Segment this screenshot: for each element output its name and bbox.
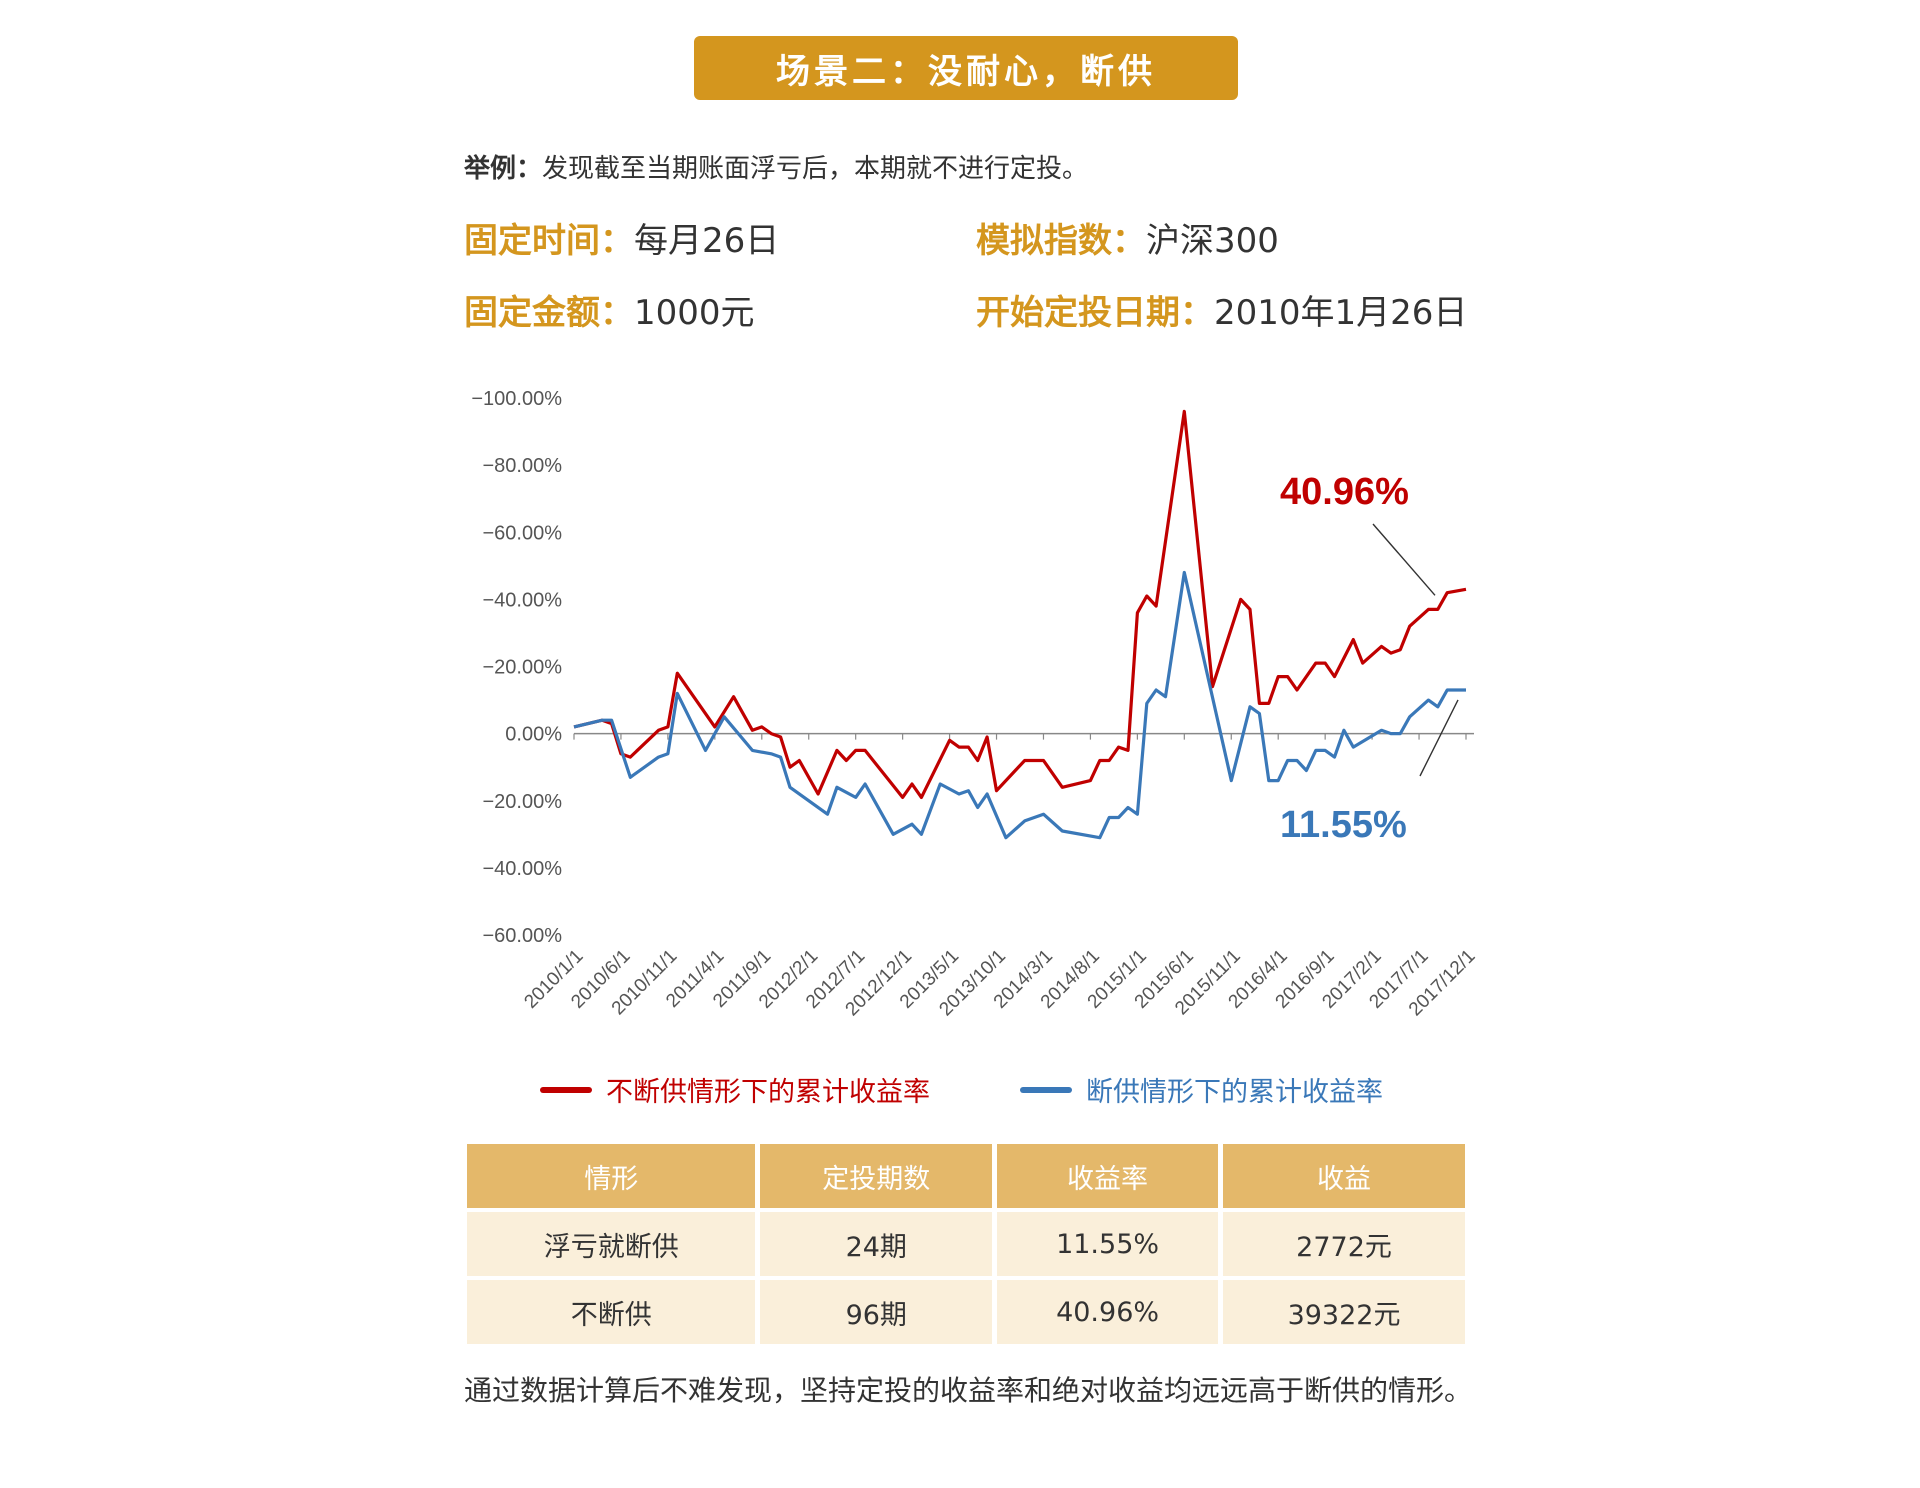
y-tick-label: −60.00% bbox=[482, 522, 562, 544]
series-line-no-break bbox=[573, 409, 1467, 799]
info-key: 固定金额： bbox=[464, 293, 634, 333]
info-value: 2010年1月26日 bbox=[1214, 293, 1468, 333]
table-cell: 24期 bbox=[760, 1208, 993, 1276]
y-tick-label: −80.00% bbox=[482, 455, 562, 477]
leader-line-break bbox=[1419, 699, 1459, 777]
legend-item-no-break: 不断供情形下的累计收益率 bbox=[540, 1070, 930, 1109]
summary-table: 情形 定投期数 收益率 收益 浮亏就断供 24期 11.55% 2772元 不断… bbox=[462, 1144, 1470, 1344]
info-value: 每月26日 bbox=[634, 221, 780, 261]
table-header-cell: 收益 bbox=[1223, 1144, 1465, 1208]
table-cell: 40.96% bbox=[997, 1276, 1219, 1344]
y-tick-label: −40.00% bbox=[482, 589, 562, 611]
y-tick-label: −100.00% bbox=[471, 388, 562, 410]
info-key: 开始定投日期： bbox=[976, 293, 1214, 333]
end-label-break: 11.55% bbox=[1280, 804, 1407, 846]
info-start-date: 开始定投日期：2010年1月26日 bbox=[976, 285, 1467, 334]
info-value: 1000元 bbox=[634, 293, 755, 333]
legend-swatch-red bbox=[540, 1086, 592, 1093]
table-cell: 11.55% bbox=[997, 1208, 1219, 1276]
legend-item-break: 断供情形下的累计收益率 bbox=[1020, 1070, 1383, 1109]
table-row: 浮亏就断供 24期 11.55% 2772元 bbox=[467, 1208, 1465, 1276]
table-row: 不断供 96期 40.96% 39322元 bbox=[467, 1276, 1465, 1344]
table-cell: 浮亏就断供 bbox=[467, 1208, 756, 1276]
info-fixed-amount: 固定金额：1000元 bbox=[464, 285, 755, 334]
y-tick-label: −60.00% bbox=[482, 925, 562, 947]
y-tick-label: −20.00% bbox=[482, 657, 562, 679]
legend-label: 断供情形下的累计收益率 bbox=[1086, 1077, 1383, 1108]
table-header-cell: 收益率 bbox=[997, 1144, 1219, 1208]
info-key: 固定时间： bbox=[464, 221, 634, 261]
leader-line-no-break bbox=[1372, 523, 1436, 596]
info-fixed-time: 固定时间：每月26日 bbox=[464, 213, 779, 262]
example-description: 发现截至当期账面浮亏后，本期就不进行定投。 bbox=[542, 154, 1089, 184]
table-header-row: 情形 定投期数 收益率 收益 bbox=[467, 1144, 1465, 1208]
legend-label: 不断供情形下的累计收益率 bbox=[606, 1077, 930, 1108]
example-text: 举例：发现截至当期账面浮亏后，本期就不进行定投。 bbox=[464, 148, 1088, 185]
y-tick-label: −40.00% bbox=[482, 858, 562, 880]
table-header-cell: 定投期数 bbox=[760, 1144, 993, 1208]
info-key: 模拟指数： bbox=[976, 221, 1146, 261]
table-cell: 2772元 bbox=[1223, 1208, 1465, 1276]
legend-swatch-blue bbox=[1020, 1086, 1072, 1093]
example-label: 举例： bbox=[464, 154, 543, 184]
return-line-chart: −60.00% −40.00% −20.00% 0.00% −20.00% −40.00%… bbox=[471, 388, 1479, 1020]
series-line-break bbox=[573, 570, 1466, 840]
table-cell: 不断供 bbox=[467, 1276, 756, 1344]
conclusion-text: 通过数据计算后不难发现，坚持定投的收益率和绝对收益均远远高于断供的情形。 bbox=[464, 1374, 1473, 1407]
table-header-cell: 情形 bbox=[467, 1144, 756, 1208]
scenario-banner: 场景二：没耐心，断供 bbox=[694, 36, 1238, 100]
end-label-no-break: 40.96% bbox=[1280, 471, 1409, 513]
info-index: 模拟指数：沪深300 bbox=[976, 213, 1279, 262]
y-tick-label: 0.00% bbox=[505, 724, 562, 746]
info-value: 沪深300 bbox=[1146, 221, 1279, 261]
table-cell: 96期 bbox=[760, 1276, 993, 1344]
table-cell: 39322元 bbox=[1223, 1276, 1465, 1344]
y-tick-label: −20.00% bbox=[482, 791, 562, 813]
